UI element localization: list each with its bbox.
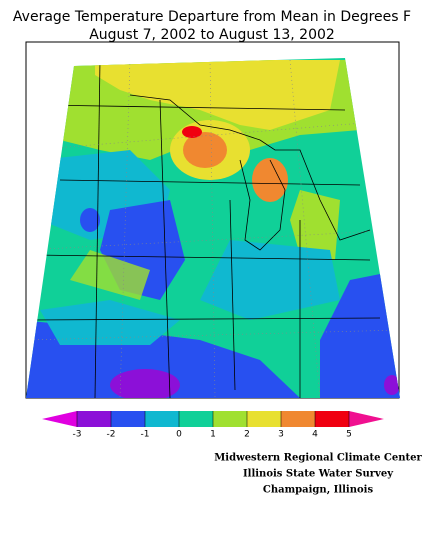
legend-arrow [349,411,384,427]
legend-swatch [281,411,315,427]
legend-swatch [315,411,349,427]
legend-swatch [247,411,281,427]
legend-tick-label: 2 [244,430,250,440]
legend-tick-label: -2 [107,430,116,440]
credit-line: Midwestern Regional Climate Center [214,453,422,464]
legend-swatch [213,411,247,427]
legend-tick-label: 5 [346,430,352,440]
title-line: August 7, 2002 to August 13, 2002 [89,27,335,43]
legend-tick-label: 3 [278,430,284,440]
legend-tick-label: 1 [210,430,216,440]
temperature-field [26,58,400,398]
credit-line: Illinois State Water Survey [243,469,394,480]
legend-swatch [111,411,145,427]
credit-line: Champaign, Illinois [263,485,374,496]
legend-tick-label: -3 [73,430,82,440]
legend-arrow [42,411,77,427]
legend-tick-label: -1 [141,430,150,440]
title-line: Average Temperature Departure from Mean … [13,9,411,25]
color-legend: -3 -2 -1 0 1 2 3 4 5 [42,411,384,440]
legend-tick-label: 4 [312,430,318,440]
legend-swatch [77,411,111,427]
map [25,41,400,399]
legend-swatch [179,411,213,427]
legend-tick-label: 0 [176,430,182,440]
legend-swatch [145,411,179,427]
